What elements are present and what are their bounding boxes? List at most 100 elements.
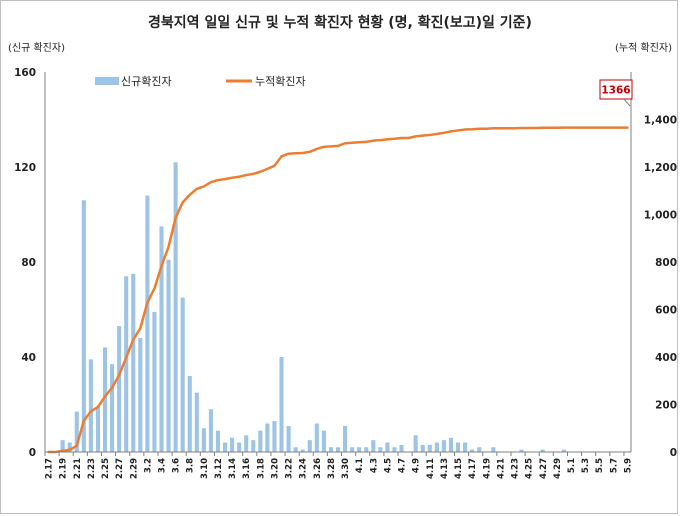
legend-bar-swatch [95, 77, 119, 85]
right-y-tick-label: 800 [655, 257, 677, 269]
x-tick-label: 2.19 [59, 458, 69, 479]
legend-bar-label: 신규확진자 [121, 75, 172, 88]
x-tick-label: 3.16 [242, 458, 252, 479]
callout-box [599, 79, 633, 100]
bar [307, 440, 312, 453]
callout-text: 1366 [601, 85, 630, 97]
line-series [47, 126, 629, 454]
x-tick-label: 3.26 [313, 458, 323, 479]
bar [237, 442, 242, 452]
x-tick-label: 4.13 [440, 458, 450, 479]
bar [455, 442, 461, 452]
x-tick-label: 2.17 [45, 458, 55, 479]
x-tick-label: 3.24 [299, 458, 309, 479]
left-y-tick-label: 80 [21, 257, 36, 269]
right-y-tick-label: 400 [655, 352, 677, 364]
bar [300, 449, 305, 453]
left-y-tick-label: 120 [14, 162, 36, 174]
x-tick-label: 4.23 [511, 458, 521, 479]
x-tick-label: 5.5 [595, 458, 605, 473]
left-y-tick-label: 40 [21, 352, 36, 364]
bar [364, 447, 369, 452]
bar [258, 430, 263, 453]
x-tick-label: 2.21 [73, 458, 83, 479]
left-y-tick-label: 160 [14, 67, 36, 79]
x-tick-label: 3.22 [285, 458, 295, 479]
legend: 신규확진자 누적확진자 [95, 75, 306, 88]
x-tick-label: 4.21 [496, 458, 506, 479]
x-tick-label: 4.1 [355, 458, 365, 473]
bar [67, 442, 72, 452]
left-y-tick-label: 0 [29, 447, 36, 459]
bar [378, 447, 383, 452]
bar [335, 447, 341, 452]
bar [321, 430, 326, 453]
bar [124, 276, 129, 452]
legend-line-label: 누적확진자 [255, 75, 306, 88]
bar [110, 364, 115, 453]
bar [60, 440, 65, 453]
bar [81, 200, 86, 452]
bar [173, 162, 178, 452]
chart-title: 경북지역 일일 신규 및 누적 확진자 현황 (명, 확진(보고)일 기준) [148, 14, 532, 31]
right-axis-unit: (누적 확진자) [615, 42, 672, 54]
bar [279, 357, 284, 452]
x-tick-label: 2.23 [87, 458, 97, 479]
left-y-axis: 0 40 80 120 160 [14, 67, 36, 459]
bar [222, 442, 228, 452]
left-axis-unit: (신규 확진자) [8, 42, 65, 54]
bar [561, 449, 566, 453]
x-tick-label: 3.20 [270, 458, 280, 479]
bar [448, 437, 454, 452]
x-tick-label: 3.4 [157, 458, 167, 473]
x-tick-label: 4.11 [426, 458, 436, 479]
bar [265, 423, 270, 452]
x-tick-label: 5.1 [567, 458, 577, 473]
bar [138, 338, 143, 452]
x-tick-label: 4.15 [454, 458, 464, 479]
bar [420, 444, 425, 453]
bar [357, 447, 362, 452]
bar [201, 428, 206, 452]
bar [434, 442, 439, 452]
bar [95, 406, 100, 453]
x-tick-label: 3.14 [228, 458, 238, 479]
bar [463, 442, 468, 452]
x-tick-label: 4.17 [468, 458, 478, 479]
x-tick-label: 3.8 [186, 458, 196, 473]
bar [399, 444, 404, 453]
x-tick-label: 4.19 [482, 458, 492, 479]
bar [74, 411, 79, 453]
callout-leader [623, 98, 631, 107]
right-y-tick-label: 1,000 [644, 210, 677, 222]
x-tick-label: 5.7 [609, 458, 619, 473]
bar [166, 259, 171, 453]
bar [131, 273, 136, 453]
bar [286, 425, 291, 453]
bar-series [60, 162, 566, 453]
bar [251, 440, 256, 453]
bar [470, 449, 475, 453]
bar [491, 447, 496, 452]
x-tick-label: 3.30 [341, 458, 351, 479]
right-y-axis: 0 200 400 600 800 1,000 1,200 1,400 [644, 115, 677, 460]
bar [117, 326, 122, 453]
x-tick-labels: 2.17 2.19 2.21 2.23 2.25 2.27 2.29 3.2 3.4 3.6 3.8… [45, 458, 634, 479]
bar [88, 359, 93, 453]
bar [328, 447, 333, 452]
x-tick-label: 5.3 [581, 458, 591, 473]
cumulative-line [47, 126, 629, 454]
x-tick-label: 3.18 [256, 458, 266, 479]
bar [187, 376, 192, 452]
x-tick-label: 3.28 [327, 458, 337, 479]
x-tick-label: 3.6 [172, 458, 182, 473]
x-tick-label: 4.25 [525, 458, 535, 479]
x-tick-label: 4.5 [383, 458, 393, 473]
right-y-tick-label: 200 [655, 400, 677, 412]
bar [314, 423, 319, 452]
bar [350, 447, 355, 452]
x-tick-label: 4.9 [412, 458, 422, 473]
bar [194, 392, 199, 453]
x-tick-label: 5.9 [623, 458, 633, 473]
